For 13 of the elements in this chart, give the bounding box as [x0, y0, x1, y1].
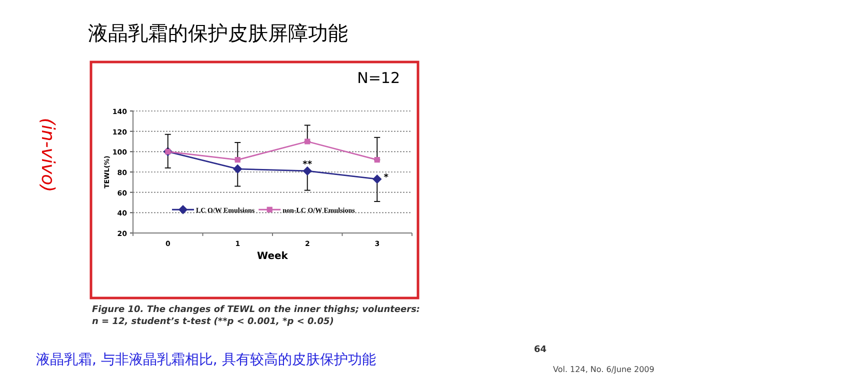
point: [232, 164, 242, 174]
title: 液晶乳霜的保护皮肤屏障功能: [88, 21, 348, 45]
point: [372, 174, 382, 184]
annotation: Figure 10. The changes of TEWL on the inner thighs; volunteers: n = 12, student’s t-test (**p < 0.001, *p < 0.05): [92, 305, 420, 328]
annotation: 64: [534, 345, 547, 355]
point: [302, 166, 312, 176]
annotation: *: [384, 173, 388, 184]
annotation: (in-vivo): [37, 118, 58, 192]
x-axis-title: Week: [257, 251, 288, 262]
annotation: 液晶乳霜, 与非液晶乳霜相比, 具有较高的皮肤保护功能: [36, 352, 376, 368]
annotation: Vol. 124, No. 6/June 2009: [553, 365, 654, 374]
annotation: **: [302, 160, 312, 170]
annotation: N=12: [357, 69, 400, 87]
